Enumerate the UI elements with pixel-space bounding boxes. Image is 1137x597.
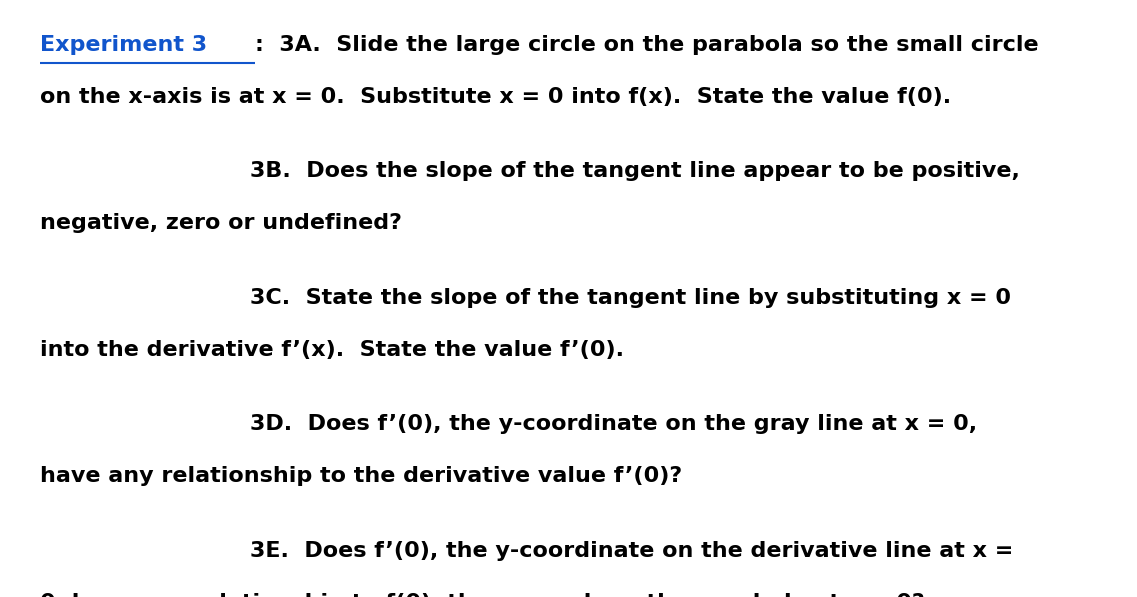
Text: 0, have any relationship to f(0), the y-coord. on the parabola at x = 0?: 0, have any relationship to f(0), the y-… [40,593,924,597]
Text: 3D.  Does f’(0), the y-coordinate on the gray line at x = 0,: 3D. Does f’(0), the y-coordinate on the … [250,414,978,435]
Text: 3C.  State the slope of the tangent line by substituting x = 0: 3C. State the slope of the tangent line … [250,288,1011,308]
Text: Experiment 3: Experiment 3 [40,35,207,55]
Text: 3B.  Does the slope of the tangent line appear to be positive,: 3B. Does the slope of the tangent line a… [250,161,1020,181]
Text: into the derivative f’(x).  State the value f’(0).: into the derivative f’(x). State the val… [40,340,624,360]
Text: have any relationship to the derivative value f’(0)?: have any relationship to the derivative … [40,466,682,487]
Text: :  3A.  Slide the large circle on the parabola so the small circle: : 3A. Slide the large circle on the para… [256,35,1039,55]
Text: negative, zero or undefined?: negative, zero or undefined? [40,213,401,233]
Text: 3E.  Does f’(0), the y-coordinate on the derivative line at x =: 3E. Does f’(0), the y-coordinate on the … [250,541,1013,561]
Text: on the x-axis is at x = 0.  Substitute x = 0 into f(x).  State the value f(0).: on the x-axis is at x = 0. Substitute x … [40,87,951,107]
